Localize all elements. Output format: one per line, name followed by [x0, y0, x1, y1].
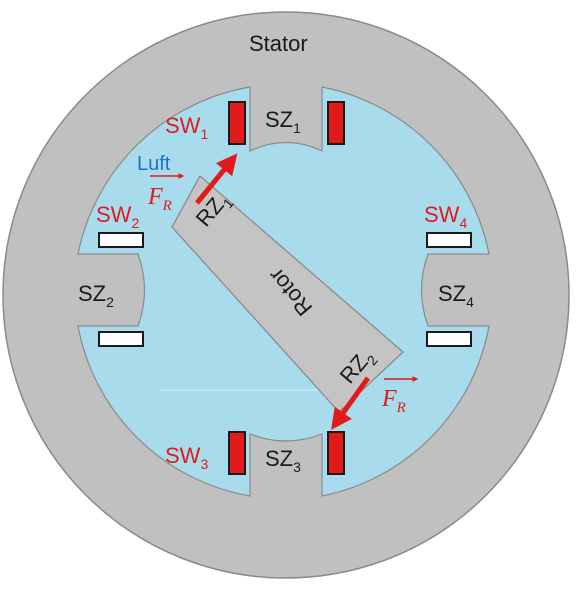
force-arrow-rz1	[195, 153, 238, 205]
winding-sw4b-coil	[426, 331, 472, 347]
winding-sw1-coil	[228, 101, 246, 145]
stator-tooth-sz1-label: SZ1	[265, 107, 301, 136]
force-arrow-rz2	[331, 376, 371, 430]
winding-sw3-label: SW3	[165, 443, 208, 472]
winding-sw4-coil	[426, 232, 472, 248]
winding-sw4-label: SW4	[424, 202, 467, 231]
winding-sw3-coil	[228, 431, 246, 475]
svg-text:FR: FR	[147, 184, 172, 214]
force-label-rz2: FR	[381, 376, 419, 416]
stator-tooth-sz2-label: SZ2	[78, 281, 114, 310]
winding-sw2-label: SW2	[96, 202, 139, 231]
stator-tooth-sz3-label: SZ3	[265, 446, 301, 475]
air-label: Luft	[137, 153, 171, 175]
winding-sw1-label: SW1	[165, 113, 208, 142]
force-label-rz1: FR	[147, 173, 185, 214]
stator-tooth-sz4-label: SZ4	[438, 281, 474, 310]
winding-sw2b-coil	[98, 331, 144, 347]
winding-sw3b-coil	[327, 431, 345, 475]
winding-sw1b-coil	[327, 101, 345, 145]
svg-text:FR: FR	[381, 386, 406, 416]
stator-label: Stator	[249, 31, 308, 56]
winding-sw2-coil	[98, 232, 144, 248]
